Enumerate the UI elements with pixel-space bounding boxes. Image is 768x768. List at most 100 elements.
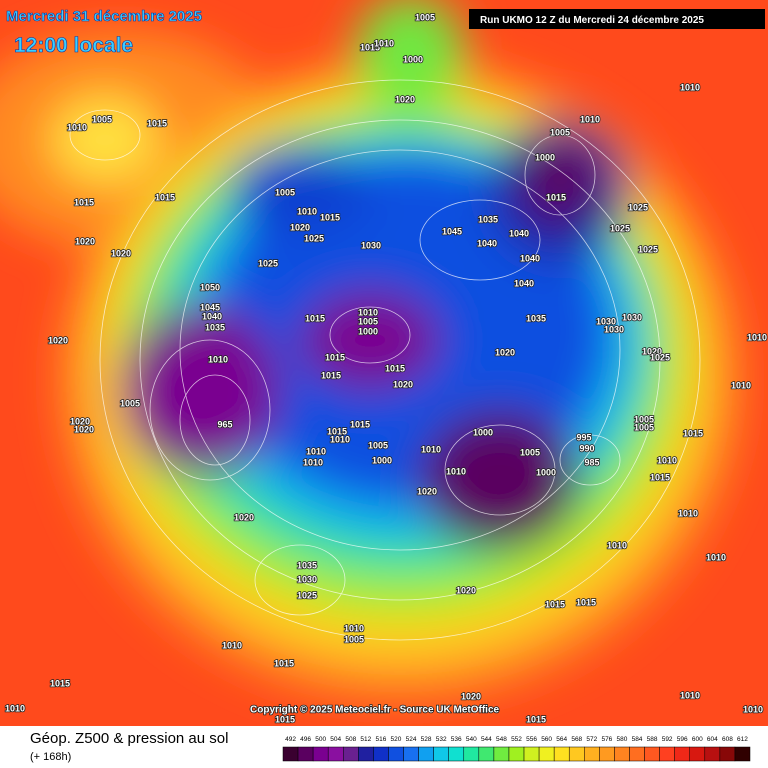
- title: Mercredi 31 décembre 2025: [6, 8, 202, 25]
- colorbar-swatch: [403, 746, 419, 762]
- colorbar-swatch: [297, 746, 314, 762]
- colorbar-label: 552: [511, 736, 522, 743]
- isobar-label: 1010: [5, 703, 25, 713]
- isobar-label: 1035: [478, 214, 498, 224]
- colorbar-swatch: [433, 746, 449, 762]
- isobar-label: 1015: [147, 118, 167, 128]
- isobar-label: 1010: [747, 332, 767, 342]
- colorbar-swatch: [734, 746, 751, 762]
- colorbar-swatch: [689, 746, 706, 762]
- colorbar-label: 576: [601, 736, 612, 743]
- isobar-label: 1005: [358, 316, 378, 326]
- colorbar-swatch: [478, 746, 495, 762]
- isobar-label: 1010: [374, 38, 394, 48]
- colorbar-swatch: [448, 746, 465, 762]
- colorbar-swatch: [493, 746, 510, 762]
- colorbar-swatch: [538, 746, 555, 762]
- isobar-label: 1015: [526, 714, 546, 724]
- run: Run UKMO 12 Z du Mercredi 24 décembre 20…: [480, 15, 704, 26]
- isobar-label: 1000: [535, 152, 555, 162]
- isobar-label: 1030: [596, 316, 616, 326]
- isobar-label: 1005: [92, 114, 112, 124]
- isobar-label: 1010: [222, 640, 242, 650]
- colorbar-label: 524: [406, 736, 417, 743]
- time: 12:00 locale: [14, 34, 133, 57]
- colorbar-label: 560: [541, 736, 552, 743]
- colorbar-label: 516: [375, 736, 386, 743]
- colorbar-swatch: [629, 746, 645, 762]
- isobar-label: 1010: [421, 444, 441, 454]
- colorbar-swatch: [704, 746, 721, 762]
- isobar-label: 1005: [344, 634, 364, 644]
- isobar-label: 1025: [297, 590, 317, 600]
- isobar-label: 1015: [74, 197, 94, 207]
- isobar-label: 1020: [75, 236, 95, 246]
- colorbar-label: 584: [632, 736, 643, 743]
- colorbar-label: 572: [586, 736, 597, 743]
- isobar-label: 1035: [526, 313, 546, 323]
- colorbar-label: 512: [360, 736, 371, 743]
- colorbar-label: 548: [496, 736, 507, 743]
- lead-time: (+ 168h): [30, 751, 71, 763]
- isobar-label: 1015: [325, 352, 345, 362]
- isobar-label: 1045: [200, 302, 220, 312]
- isobar-label: 1010: [446, 466, 466, 476]
- colorbar-label: 540: [466, 736, 477, 743]
- colorbar-label: 504: [330, 736, 341, 743]
- colorbar-swatch: [599, 746, 615, 762]
- isobar-label: 1030: [297, 574, 317, 584]
- isobar-label: 1010: [706, 552, 726, 562]
- isobar-label: 1040: [514, 278, 534, 288]
- isobar-label: 1010: [297, 206, 317, 216]
- isobar-label: 1010: [607, 540, 627, 550]
- isobar-label: 1040: [477, 238, 497, 248]
- isobar-label: 1015: [155, 192, 175, 202]
- colorbar-label: 608: [722, 736, 733, 743]
- isobar-label: 1005: [415, 12, 435, 22]
- isobar-label: 1010: [330, 434, 350, 444]
- isobar-label: 1010: [303, 457, 323, 467]
- colorbar-swatch: [373, 746, 389, 762]
- isobar-label: 1000: [536, 467, 556, 477]
- colorbar-swatch: [568, 746, 585, 762]
- colorbar-swatch: [523, 746, 540, 762]
- isobar-label: 1005: [550, 127, 570, 137]
- isobar-label: 1020: [74, 424, 94, 434]
- isobar-label: 1025: [650, 352, 670, 362]
- isobar-label: 1020: [461, 691, 481, 701]
- colorbar-label: 596: [677, 736, 688, 743]
- isobar-label: 1015: [545, 599, 565, 609]
- copyright: Copyright © 2025 Meteociel.fr - Source U…: [250, 705, 500, 716]
- colorbar-label: 536: [451, 736, 462, 743]
- isobar-label: 995: [576, 432, 591, 442]
- colorbar-label: 520: [391, 736, 402, 743]
- isobar-label: 1010: [680, 690, 700, 700]
- isobar-label: 1010: [680, 82, 700, 92]
- isobar-label: 1035: [205, 322, 225, 332]
- isobars: [69, 79, 701, 641]
- isobar-label: 1020: [456, 585, 476, 595]
- isobar-label: 1045: [442, 226, 462, 236]
- isobar-label: 1040: [509, 228, 529, 238]
- colorbar-label: 604: [707, 736, 718, 743]
- isobar-label: 1025: [628, 202, 648, 212]
- colorbar-label: 592: [662, 736, 673, 743]
- colorbar-swatch: [463, 746, 480, 762]
- colorbar-label: 544: [481, 736, 492, 743]
- isobar-label: 1020: [234, 512, 254, 522]
- isobar-label: 1015: [576, 597, 596, 607]
- isobar-label: 1010: [731, 380, 751, 390]
- isobar-label: 1020: [417, 486, 437, 496]
- colorbar-label: 532: [436, 736, 447, 743]
- isobar-label: 1010: [306, 446, 326, 456]
- isobar-label: 1000: [358, 326, 378, 336]
- colorbar-label: 612: [737, 736, 748, 743]
- isobar-label: 1015: [305, 313, 325, 323]
- colorbar-swatch: [418, 746, 434, 762]
- colorbar-swatch: [674, 746, 690, 762]
- isobar-label: 1025: [258, 258, 278, 268]
- colorbar-swatch: [719, 746, 736, 762]
- colorbar-label: 600: [692, 736, 703, 743]
- isobar-label: 1015: [385, 363, 405, 373]
- colorbar-swatch: [614, 746, 630, 762]
